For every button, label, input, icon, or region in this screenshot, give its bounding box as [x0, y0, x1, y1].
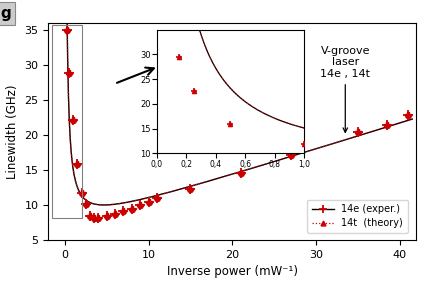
- Y-axis label: Linewidth (GHz): Linewidth (GHz): [5, 84, 19, 179]
- Bar: [52, 25, 81, 218]
- Text: V-groove
laser
14e , 14t: V-groove laser 14e , 14t: [320, 46, 370, 132]
- Legend: 14e (exper.), 14t  (theory): 14e (exper.), 14t (theory): [307, 200, 408, 233]
- X-axis label: Inverse power (mW⁻¹): Inverse power (mW⁻¹): [167, 266, 298, 278]
- Text: g: g: [0, 6, 11, 21]
